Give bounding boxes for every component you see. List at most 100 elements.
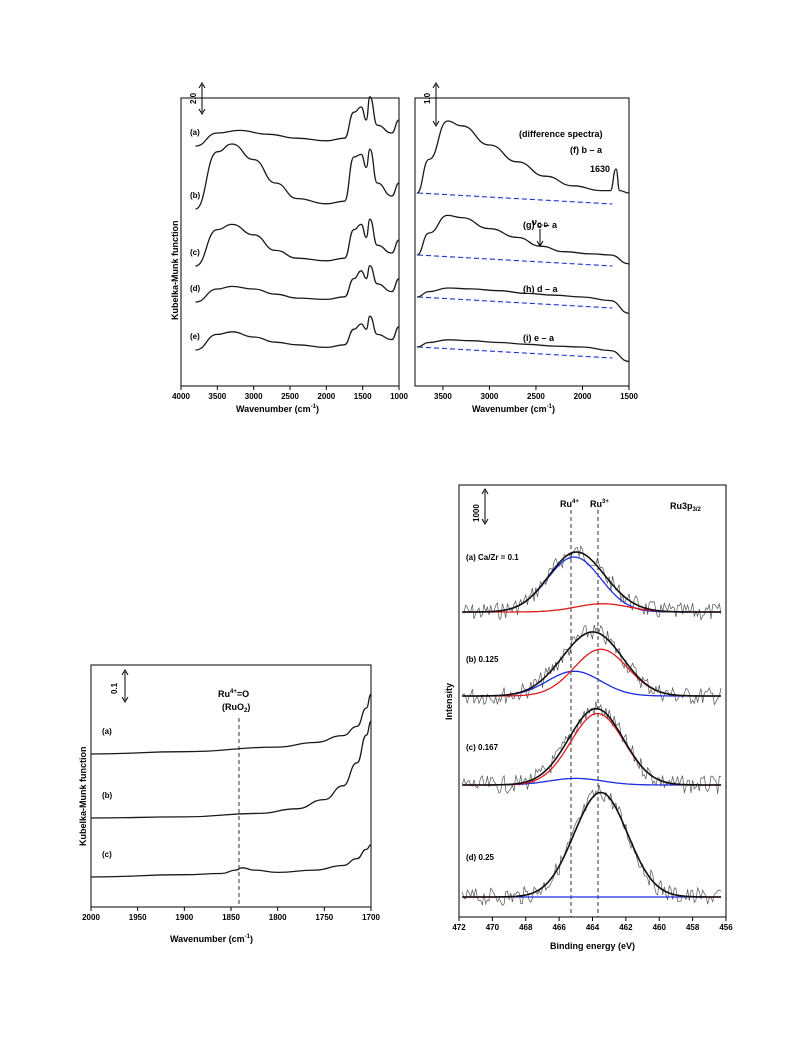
chart-4-ru4-label: Ru4+ <box>560 499 579 509</box>
chart-2-series-1-label: (g) c – a <box>523 220 558 230</box>
chart-2-difference-spectra: 3500 3000 2500 2000 1500 (f) b – a(g) c – a(… <box>414 82 638 414</box>
chart-1-curves <box>195 95 400 351</box>
chart-2-series-3-line <box>416 339 630 363</box>
chart-4-scale-arrow-down <box>481 518 489 525</box>
chart-2-series-2-line <box>416 287 630 314</box>
chart-4-tick-label: 466 <box>552 923 566 932</box>
chart-1-series-2-line <box>195 218 400 267</box>
chart-3-tick-label: 1950 <box>129 913 147 922</box>
chart-4-tick-label: 470 <box>486 923 500 932</box>
chart-2-series-0-label: (f) b – a <box>570 145 603 155</box>
chart-2-x-axis-label: Wavenumber (cm-1) <box>472 404 555 414</box>
chart-1-series-0-line <box>195 95 400 147</box>
chart-1-tick-label: 2000 <box>317 392 335 401</box>
chart-3-series-1-label: (b) <box>102 791 113 800</box>
chart-4-x-ticks: 472 470 468 466 464 462 460 458 456 <box>452 917 733 932</box>
chart-4-panel-1-ru4-component <box>462 670 721 697</box>
chart-4-x-axis-label: Binding energy (eV) <box>550 941 635 951</box>
chart-4-panel-3-raw-data <box>461 785 722 906</box>
chart-1-series-4-line <box>195 315 400 351</box>
chart-2-scale-arrow-up <box>432 82 440 89</box>
chart-4-panel-1-fit-envelope <box>462 631 721 697</box>
chart-3-tick-label: 1700 <box>362 913 380 922</box>
chart-2-series-2-label: (h) d – a <box>523 284 558 294</box>
chart-2-header: (difference spectra) <box>519 129 603 139</box>
chart-2-series-1-line <box>416 214 630 265</box>
chart-3-series-labels: (a) (b) (c) <box>102 727 113 859</box>
chart-4-tick-label: 456 <box>719 923 733 932</box>
chart-2-series-3-baseline <box>417 346 613 359</box>
chart-4-tick-label: 458 <box>686 923 700 932</box>
chart-2-scale-arrow-down <box>432 120 440 127</box>
chart-1-series-2-label: (c) <box>190 248 200 257</box>
chart-3-series-0-line <box>90 693 372 755</box>
chart-1-x-ticks: 4000 3500 3000 2500 2000 1500 1000 <box>172 386 408 401</box>
chart-1-series-1-label: (b) <box>190 191 201 200</box>
chart-2-x-ticks: 3500 3000 2500 2000 1500 <box>434 386 638 401</box>
chart-1-series-4-label: (e) <box>190 332 200 341</box>
chart-1-series-0-label: (a) <box>190 128 200 137</box>
chart-1-tick-label: 3500 <box>208 392 226 401</box>
chart-2-series-3-label: (i) e – a <box>523 333 555 343</box>
chart-1-x-axis-label: Wavenumber (cm-1) <box>236 404 319 414</box>
chart-1-tick-label: 2500 <box>281 392 299 401</box>
chart-4-panel-0-label: (a) Ca/Zr = 0.1 <box>466 553 519 562</box>
chart-2-baselines <box>417 192 613 359</box>
chart-4-frame <box>458 484 727 918</box>
chart-3-curves <box>90 693 372 878</box>
chart-4-tick-label: 464 <box>586 923 600 932</box>
chart-3-tick-label: 2000 <box>82 913 100 922</box>
chart-4-tick-label: 460 <box>653 923 667 932</box>
chart-4-scale-arrow-up <box>481 488 489 495</box>
chart-3-series-2-line <box>90 844 372 878</box>
chart-2-tick-label: 2000 <box>574 392 592 401</box>
chart-4-panel-1-ru3-component <box>462 648 721 697</box>
chart-4-tick-label: 462 <box>619 923 633 932</box>
chart-4-tick-label: 468 <box>519 923 533 932</box>
chart-2-vod-arrowhead <box>536 240 544 247</box>
chart-4-curves <box>461 545 722 906</box>
chart-1-scale-arrow-up <box>198 82 206 89</box>
chart-4-panel-2-ru3-component <box>462 712 721 786</box>
chart-1-scale-arrow-down <box>198 108 206 115</box>
chart-4-panel-2-fit-envelope <box>462 707 721 786</box>
chart-3-scale-label: 0.1 <box>110 682 119 694</box>
chart-4-title: Ru3p3/2 <box>670 501 702 513</box>
chart-2-curves <box>416 120 630 363</box>
chart-2-series-2-baseline <box>417 296 613 309</box>
chart-2-tick-label: 3500 <box>434 392 452 401</box>
chart-1-y-axis-label: Kubelka-Munk function <box>170 221 180 321</box>
chart-3-series-0-label: (a) <box>102 727 112 736</box>
chart-1-series-labels: (a) (b) (c) (d) (e) <box>190 128 201 341</box>
chart-1-ir-spectra: 4000 3500 3000 2500 2000 1500 1000 (a) (b) (c) (d… <box>170 82 408 414</box>
chart-2-tick-label: 3000 <box>481 392 499 401</box>
chart-3-ruo-label: Ru4+=O <box>218 689 249 699</box>
chart-3-y-axis-label: Kubelka-Munk function <box>78 747 88 847</box>
chart-4-xps-ru3p: 472 470 468 466 464 462 460 458 456 (a) Ca/Zr = … <box>444 484 733 951</box>
chart-4-panel-3-fit-envelope <box>462 791 721 898</box>
chart-3-tick-label: 1850 <box>222 913 240 922</box>
chart-3-tick-label: 1900 <box>175 913 193 922</box>
chart-2-series-0-baseline <box>417 192 613 205</box>
chart-3-scale-arrow-up <box>121 669 129 676</box>
chart-2-series-0-line <box>416 120 630 194</box>
chart-4-panel-3-ru3-component <box>462 791 721 898</box>
chart-1-series-3-line <box>195 264 400 303</box>
chart-3-scale-arrow-down <box>121 696 129 703</box>
chart-4-tick-label: 472 <box>452 923 466 932</box>
chart-4-panel-labels: (a) Ca/Zr = 0.1 (b) 0.125 (c) 0.167 (d) 0.2… <box>466 553 519 862</box>
chart-2-peak-label: 1630 <box>590 164 610 174</box>
chart-2-tick-label: 2500 <box>527 392 545 401</box>
chart-1-tick-label: 3000 <box>245 392 263 401</box>
chart-3-series-1-line <box>90 720 372 819</box>
chart-3-ruo2-label: (RuO2) <box>222 702 250 714</box>
chart-4-panel-1-raw-data <box>462 624 722 706</box>
chart-3-x-ticks: 2000 1950 1900 1850 1800 1750 1700 <box>82 907 380 922</box>
chart-4-y-axis-label: Intensity <box>444 683 454 720</box>
chart-1-series-3-label: (d) <box>190 284 201 293</box>
chart-3-tick-label: 1750 <box>315 913 333 922</box>
chart-4-panel-2-raw-data <box>461 701 722 795</box>
chart-2-frame <box>414 97 630 387</box>
chart-3-x-axis-label: Wavenumber (cm-1) <box>170 934 253 944</box>
